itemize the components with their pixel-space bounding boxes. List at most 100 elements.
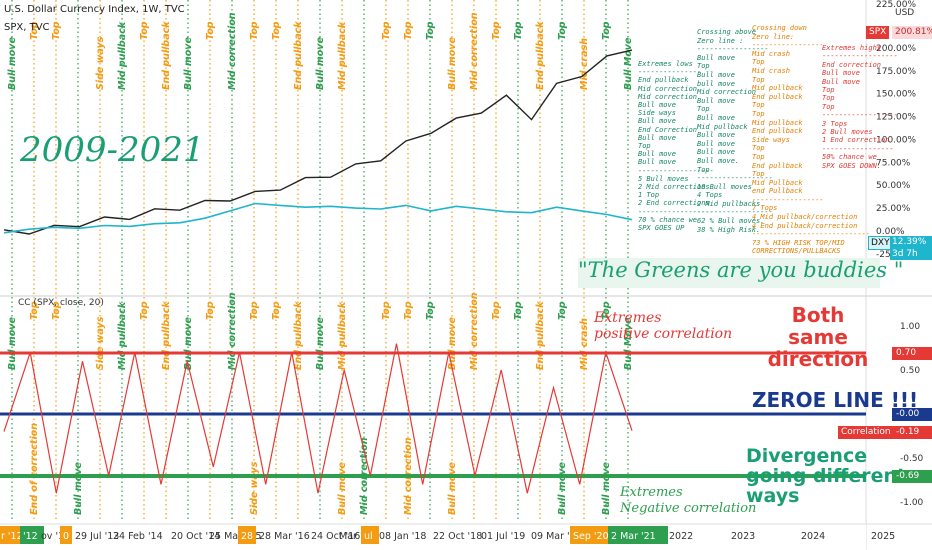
note-line: end Pullback — [752, 187, 803, 196]
marker-top-label: Top — [205, 21, 216, 40]
note-line: Top — [822, 94, 835, 103]
dxy-symbol-badge: DXY — [868, 236, 893, 250]
note-line: End pullback — [752, 92, 803, 101]
note-line: ---------------------------- — [752, 230, 871, 239]
note-line: ----------------- — [752, 195, 824, 204]
cc-indicator-label[interactable]: CC (SPX, close, 20) — [18, 298, 104, 308]
notes-crossing-above: Crossing above Zero line : ---------------… — [697, 28, 773, 234]
years-title: 2009-2021 — [20, 130, 205, 170]
note-line: Side ways — [638, 109, 676, 118]
note-line: Extremes highs — [822, 44, 882, 52]
marker-mid-label: Side ways — [95, 316, 106, 370]
note-line: 5 Bull moves — [638, 174, 689, 183]
overlay-symbol[interactable]: SPX, TVC — [4, 22, 50, 33]
note-line: 50% chance we — [822, 153, 877, 162]
extremes-positive-line1: Extremes — [594, 310, 662, 326]
extremes-positive-label: Extremes positive correlation — [594, 310, 732, 342]
note-line: Bull move — [697, 70, 735, 79]
marker-top-label: Top — [425, 21, 436, 40]
marker-top-label: Mid crash — [579, 38, 590, 90]
corr-tick-label: -1.00 — [900, 498, 924, 508]
note-line: Top — [752, 101, 765, 110]
date-tick-label: 2 Mar '21 — [611, 531, 656, 542]
marker-top-label: Mid correction — [469, 12, 480, 90]
note-line: 1 End correction — [822, 136, 890, 145]
note-line: ----------------- — [752, 41, 824, 50]
marker-top-label: Bull move — [183, 37, 194, 90]
note-line: Bull move. — [697, 156, 740, 165]
marker-top-label: Bull move — [315, 37, 326, 90]
note-line: 3 Tops — [822, 119, 848, 128]
both-direction-label: Both same direction — [752, 304, 884, 370]
marker-bottom-label: Bull move — [337, 462, 348, 515]
date-tick-label: 01 Jul '19 — [481, 531, 525, 542]
marker-top-label: Top — [403, 21, 414, 40]
note-line: End pullback — [638, 76, 689, 85]
note-line: Crossing down — [752, 24, 807, 32]
marker-bottom-label: End of correction — [29, 423, 40, 515]
marker-top-label: Side ways — [95, 36, 106, 90]
date-tick-label: ul — [364, 531, 373, 542]
note-line: End pullback — [752, 127, 803, 136]
note-line: Top — [752, 152, 765, 161]
note-line: 4 Mid pullback/correction — [752, 213, 858, 222]
note-line: --------------- — [638, 68, 702, 77]
note-line: Top — [822, 102, 835, 111]
note-line: Bull move — [697, 131, 735, 140]
both-line2: same direction — [767, 325, 869, 371]
zero-line-badge: -0.00 — [892, 408, 932, 421]
note-line: Bull move — [638, 150, 676, 159]
notes-extremes-lows: Extremes lows --------------- End pullback… — [638, 60, 714, 232]
marker-mid-label: Top — [271, 301, 282, 320]
marker-mid-label: End pullback — [293, 301, 304, 370]
date-tick-label: 08 Jan '18 — [379, 531, 426, 542]
date-highlight — [238, 526, 256, 544]
note-line: Zero line: — [752, 32, 795, 41]
dxy-series-line — [3, 202, 633, 234]
note-line: Bull move — [697, 53, 735, 62]
note-line: Top — [752, 58, 765, 67]
marker-bottom-label: Bull move — [557, 462, 568, 515]
date-tick-label: Sep '20 — [573, 531, 609, 542]
marker-mid-label: Bull Move — [623, 317, 634, 370]
note-line: Mid correction — [638, 92, 698, 101]
note-line: Bull move — [822, 77, 860, 86]
marker-top-label: Top — [51, 21, 62, 40]
date-tick-label: 2025 — [871, 531, 895, 542]
both-line1: Both — [791, 303, 845, 327]
date-tick-label: r '12 — [1, 531, 23, 542]
spx-series-line — [3, 49, 633, 235]
marker-mid-label: Top — [403, 301, 414, 320]
note-line: 1 Top — [638, 191, 660, 200]
price-tick-label: 200.00% — [876, 44, 916, 54]
corr-tick-label: 0.50 — [900, 366, 920, 376]
marker-top-label: Top — [491, 21, 502, 40]
marker-mid-label: Top — [601, 301, 612, 320]
divergence-line3: ways — [746, 485, 800, 507]
marker-mid-label: Top — [205, 301, 216, 320]
note-line: 38 % High Risk. — [697, 225, 761, 234]
note-line: Bull move — [822, 69, 860, 78]
zero-line-label: ZEROE LINE !!! — [752, 388, 919, 412]
marker-mid-label: Bull move — [7, 317, 18, 370]
marker-bottom-label: Bull move — [447, 462, 458, 515]
symbol-title[interactable]: U.S. Dollar Currency Index, 1W, TVC — [4, 4, 185, 15]
extremes-positive-line2: positive correlation — [594, 326, 733, 342]
price-tick-label: 25.00% — [876, 204, 911, 214]
note-line: Bull move — [638, 133, 676, 142]
corr-tick-label: -0.50 — [900, 454, 924, 464]
note-line: 2 Mid pullbacks — [697, 199, 761, 208]
note-line: ------------------ — [822, 52, 898, 61]
note-line: Zero line : — [697, 36, 744, 45]
note-line: Mid correction — [697, 88, 757, 97]
price-tick-label: 75.00% — [876, 158, 911, 168]
price-tick-label: 175.00% — [876, 67, 916, 77]
marker-top-label: Mid pullback — [337, 21, 348, 90]
date-tick-label: 29 Jul '13 — [75, 531, 119, 542]
price-tick-label: 0.00% — [876, 227, 905, 237]
note-line: Top — [752, 144, 765, 153]
notes-crossing-down: Crossing down Zero line: -----------------… — [752, 24, 870, 256]
note-line: 62 % Bull moves. — [697, 217, 765, 226]
note-line: Bull move — [697, 148, 735, 157]
negative-extreme-badge: -0.69 — [892, 470, 932, 483]
